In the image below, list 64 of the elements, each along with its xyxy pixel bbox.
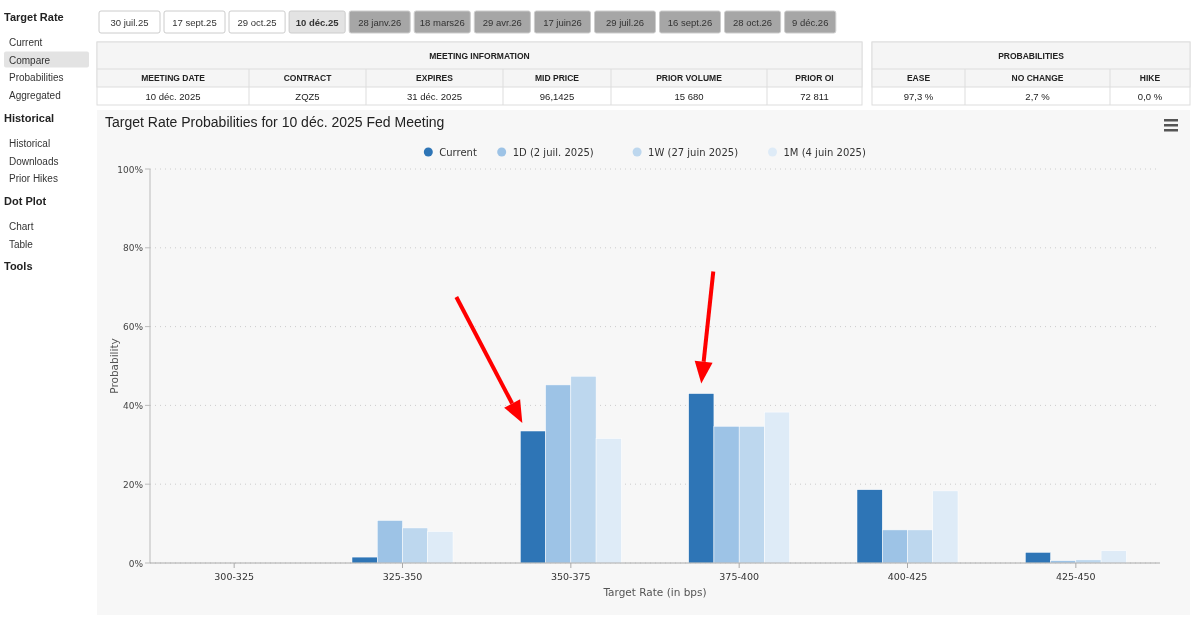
- x-tick-label: 300-325: [214, 571, 255, 582]
- text: Aggregated: [9, 89, 61, 101]
- category-label: CONTRACT: [283, 73, 333, 83]
- text: Historical: [9, 138, 51, 149]
- y-tick-label: 60%: [122, 322, 144, 333]
- category-label: NO CHANGE: [1011, 73, 1064, 83]
- text: Target Rate: [4, 11, 64, 23]
- text: MEETING INFORMATION: [429, 51, 530, 61]
- text: 17 juin26: [543, 17, 582, 28]
- y-tick-label: 40%: [122, 400, 144, 411]
- text: Probabilities: [9, 72, 64, 83]
- text: 9 déc.26: [791, 17, 829, 28]
- text: 28 oct.26: [733, 17, 773, 28]
- legend-label: 1M (4 juin 2025): [783, 147, 866, 158]
- text: Historical: [4, 112, 55, 124]
- text: 17 sept.25: [172, 17, 217, 28]
- text: PROBABILITIES: [998, 51, 1065, 61]
- text: 15 680: [674, 91, 704, 102]
- text: 0,0 %: [1137, 91, 1163, 102]
- y-axis-title: Probability: [108, 338, 120, 394]
- category-label: PRIOR OI: [795, 73, 834, 83]
- legend-label: Current: [439, 147, 477, 158]
- category-label: EASE: [906, 73, 931, 83]
- text: 16 sept.26: [667, 17, 713, 28]
- x-axis-title: Target Rate (in bps): [602, 586, 707, 598]
- legend-label: 1W (27 juin 2025): [648, 147, 739, 158]
- text: 31 déc. 2025: [407, 91, 462, 102]
- x-tick-label: 375-400: [719, 571, 760, 582]
- text: 96,1425: [539, 91, 575, 102]
- text: Table: [9, 238, 34, 250]
- x-tick-label: 350-375: [550, 571, 591, 582]
- text: 29 avr.26: [482, 17, 522, 28]
- y-tick-label: 0%: [128, 558, 144, 569]
- y-tick-label: 20%: [122, 479, 144, 490]
- legend-label: 1D (2 juil. 2025): [512, 147, 594, 158]
- x-tick-label: 325-350: [382, 571, 423, 582]
- text: 29 oct.25: [237, 17, 277, 28]
- text: 72 811: [800, 91, 829, 102]
- category-label: EXPIRES: [416, 73, 454, 83]
- chart-title: Target Rate Probabilities for 10 déc. 2025 Fed Meeting: [105, 114, 445, 130]
- text: ZQZ5: [295, 91, 320, 102]
- category-label: MEETING DATE: [141, 73, 206, 83]
- text: 30 juil.25: [110, 17, 149, 28]
- text: Current: [9, 37, 43, 48]
- text: Chart: [9, 221, 34, 232]
- text: 29 juil.26: [605, 17, 645, 28]
- text: 97,3 %: [903, 91, 934, 102]
- y-tick-label: 100%: [117, 164, 144, 175]
- text: Prior Hikes: [9, 173, 58, 184]
- text: 18 mars26: [419, 17, 465, 28]
- y-tick-label: 80%: [122, 243, 144, 254]
- text: Compare: [9, 54, 51, 66]
- text: Dot Plot: [4, 195, 47, 207]
- category-label: HIKE: [1139, 73, 1161, 83]
- x-tick-label: 400-425: [887, 571, 928, 582]
- text: Tools: [4, 260, 33, 272]
- x-tick-label: 425-450: [1055, 571, 1096, 582]
- text: Downloads: [9, 155, 59, 167]
- category-label: MID PRICE: [535, 73, 580, 83]
- text: 2,7 %: [1025, 91, 1051, 102]
- category-label: PRIOR VOLUME: [656, 73, 723, 83]
- text: 28 janv.26: [358, 17, 402, 28]
- text: 10 déc.25: [295, 17, 340, 28]
- text: 10 déc. 2025: [145, 91, 201, 102]
